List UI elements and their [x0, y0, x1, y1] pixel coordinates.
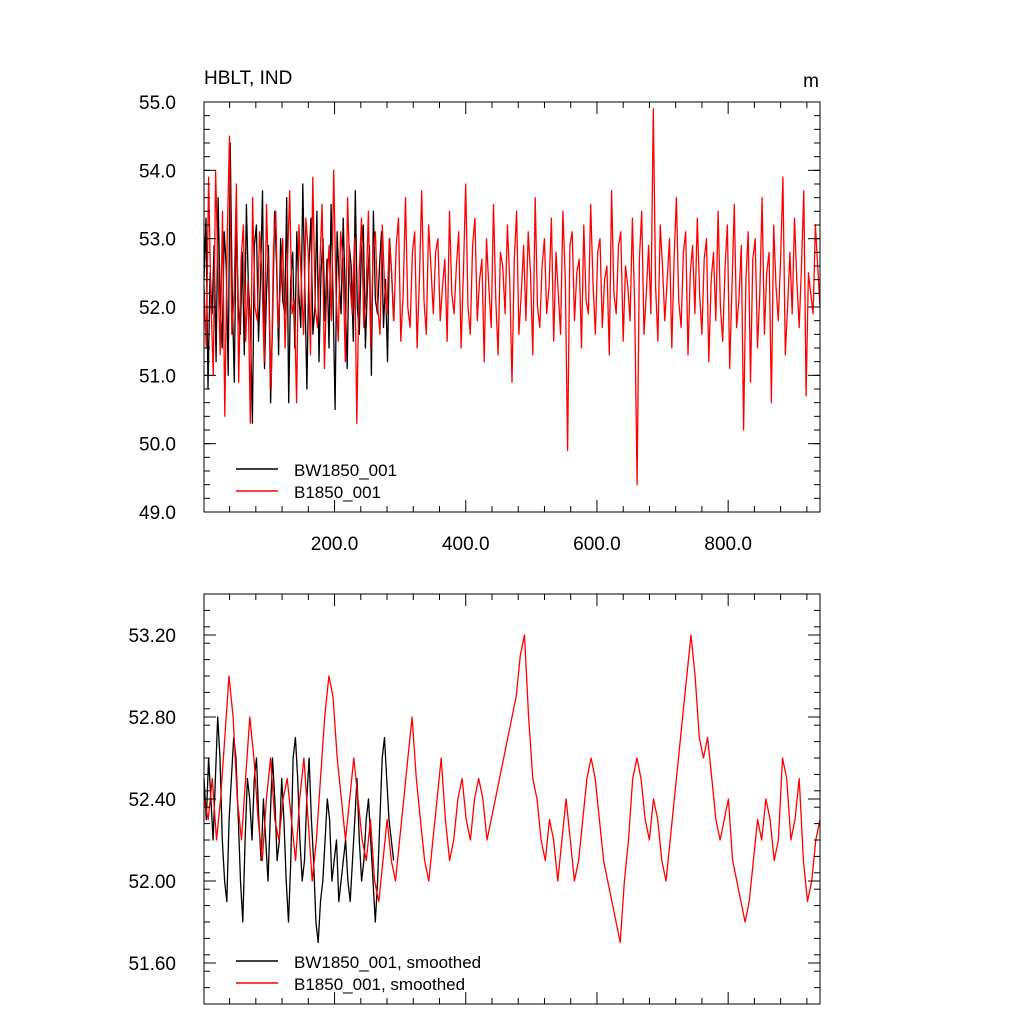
y-tick-label: 52.0 [139, 298, 176, 319]
x-tick-label: 200.0 [311, 534, 359, 555]
top-panel: HBLT, IND m 200.0 400.0 600.0 800.0 49.0 50.0… [139, 68, 821, 555]
legend-label-bw1850-smoothed: BW1850_001, smoothed [294, 953, 481, 972]
legend-label-b1850-smoothed: B1850_001, smoothed [294, 975, 465, 994]
y-tick-label: 54.0 [139, 161, 176, 182]
legend-label-b1850: B1850_001 [294, 483, 381, 502]
units-label: m [803, 71, 819, 92]
y-tick-label: 49.0 [139, 503, 176, 524]
chart-title: HBLT, IND [204, 68, 292, 89]
y-tick-label: 51.0 [139, 366, 176, 387]
top-plot-lines [203, 108, 821, 486]
bottom-legend: BW1850_001, smoothed B1850_001, smoothed [236, 953, 481, 994]
x-tick-label: 600.0 [573, 534, 621, 555]
bottom-plot-lines [203, 634, 821, 944]
y-tick-label: 53.0 [139, 230, 176, 251]
series-line-b1850-001-smoothed [203, 634, 821, 944]
series-line-b1850-001 [203, 108, 821, 486]
legend-label-bw1850: BW1850_001 [294, 461, 397, 480]
y-tick-label: 52.40 [128, 790, 176, 811]
y-tick-label: 52.00 [128, 872, 176, 893]
bottom-panel: 51.60 52.00 52.40 52.80 53.20 BW1850_001, sm… [128, 593, 821, 1005]
x-tick-label: 800.0 [704, 534, 752, 555]
y-tick-label: 50.0 [139, 435, 176, 456]
y-tick-label: 51.60 [128, 954, 176, 975]
y-tick-label: 52.80 [128, 708, 176, 729]
y-tick-label: 55.0 [139, 93, 176, 114]
y-tick-label: 53.20 [128, 626, 176, 647]
top-legend: BW1850_001 B1850_001 [236, 461, 397, 502]
x-tick-label: 400.0 [442, 534, 490, 555]
